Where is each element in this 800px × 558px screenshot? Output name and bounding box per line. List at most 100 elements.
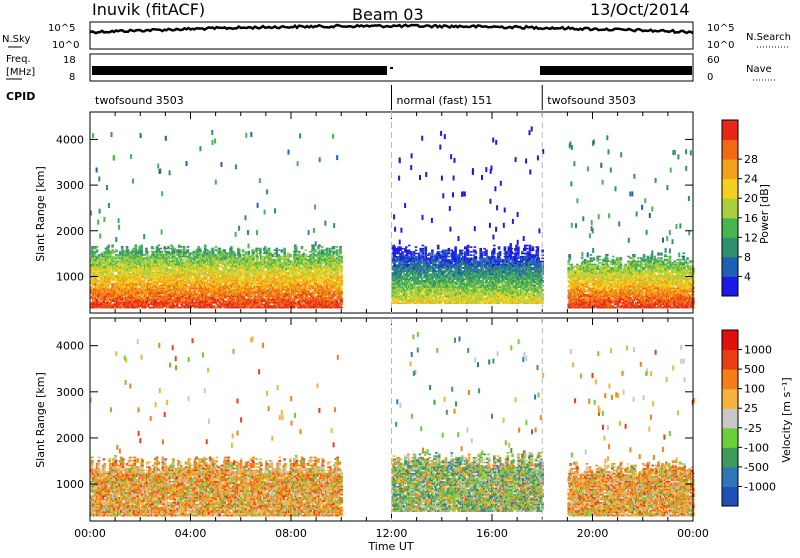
range-gate-cell: [273, 299, 276, 301]
range-gate-cell: [152, 251, 155, 253]
range-gate-cell: [259, 251, 262, 253]
range-gate-cell: [135, 262, 138, 264]
range-gate-cell: [206, 281, 209, 283]
range-gate-cell: [163, 246, 166, 248]
cpid-label: CPID: [6, 90, 35, 103]
range-gate-cell: [253, 275, 256, 277]
range-gate-cell: [180, 307, 183, 309]
range-gate-cell: [256, 248, 259, 250]
range-gate-cell: [253, 305, 256, 307]
range-gate-cell: [259, 262, 262, 264]
range-gate-cell: [187, 246, 190, 248]
range-gate-cell: [181, 272, 184, 274]
range-gate-cell: [276, 278, 279, 280]
range-gate-cell: [129, 284, 132, 286]
range-gate-cell: [158, 245, 161, 247]
range-gate-cell: [198, 284, 201, 286]
range-gate-cell: [243, 292, 246, 294]
range-gate-cell: [107, 246, 110, 248]
range-gate-cell: [259, 253, 262, 255]
range-gate-cell: [163, 284, 166, 286]
range-gate-cell: [141, 294, 144, 296]
range-gate-cell: [135, 286, 138, 288]
range-gate-cell: [186, 262, 189, 264]
range-gate-cell: [157, 254, 160, 256]
range-gate-cell: [248, 254, 251, 256]
range-gate-cell: [232, 297, 235, 299]
range-gate-cell: [146, 262, 149, 264]
range-gate-cell: [121, 299, 124, 301]
range-gate-cell: [223, 251, 226, 253]
range-gate-cell: [181, 261, 184, 263]
range-gate-cell: [115, 259, 118, 261]
range-gate-cell: [94, 248, 97, 250]
range-gate-cell: [106, 262, 109, 264]
range-gate-cell: [102, 257, 105, 259]
range-gate-cell: [205, 265, 208, 267]
range-gate-cell: [138, 275, 141, 277]
cpid-segment-label: twofsound 3503: [547, 94, 636, 107]
range-gate-cell: [251, 267, 254, 269]
range-gate-cell: [129, 280, 132, 282]
range-gate-cell: [159, 265, 162, 267]
range-gate-cell: [140, 245, 143, 247]
range-gate-cell: [238, 249, 241, 251]
range-gate-cell: [230, 246, 233, 248]
range-gate-cell: [265, 265, 268, 267]
range-gate-cell: [270, 284, 273, 286]
range-gate-cell: [220, 265, 223, 267]
range-gate-cell: [268, 251, 271, 253]
range-gate-cell: [149, 259, 152, 261]
range-gate-cell: [255, 254, 258, 256]
range-gate-cell: [255, 251, 258, 253]
range-gate-cell: [256, 256, 259, 258]
range-gate-cell: [176, 305, 179, 307]
range-gate-cell: [219, 300, 222, 302]
range-gate-cell: [150, 302, 153, 304]
range-gate-cell: [154, 299, 157, 301]
range-gate-cell: [187, 307, 190, 309]
range-gate-cell: [185, 254, 188, 256]
range-gate-cell: [212, 249, 215, 251]
range-gate-cell: [156, 283, 159, 285]
range-gate-cell: [199, 251, 202, 253]
range-gate-cell: [242, 251, 245, 253]
range-gate-cell: [230, 249, 233, 251]
range-gate-cell: [146, 251, 149, 253]
range-gate-cell: [189, 289, 192, 291]
range-gate-cell: [141, 264, 144, 266]
range-gate-cell: [134, 304, 137, 306]
range-gate-cell: [185, 281, 188, 283]
range-gate-cell: [194, 284, 197, 286]
range-gate-cell: [264, 259, 267, 261]
range-gate-cell: [245, 264, 248, 266]
range-gate-cell: [228, 294, 231, 296]
range-gate-cell: [94, 283, 97, 285]
range-gate-cell: [256, 249, 259, 251]
range-gate-cell: [135, 245, 138, 247]
range-gate-cell: [94, 292, 97, 294]
range-gate-cell: [195, 289, 198, 291]
range-gate-cell: [278, 288, 281, 290]
range-gate-cell: [146, 302, 149, 304]
range-gate-cell: [273, 277, 276, 279]
range-gate-cell: [221, 299, 224, 301]
range-gate-cell: [122, 251, 125, 253]
range-gate-cell: [208, 254, 211, 256]
range-gate-cell: [198, 275, 201, 277]
range-gate-cell: [206, 249, 209, 251]
range-gate-cell: [221, 261, 224, 263]
range-gate-cell: [121, 248, 124, 250]
range-gate-cell: [145, 277, 148, 279]
nave-tick-high: 60: [707, 55, 720, 66]
range-gate-cell: [173, 249, 176, 251]
range-gate-cell: [199, 249, 202, 251]
range-gate-cell: [262, 292, 265, 294]
range-gate-cell: [173, 256, 176, 258]
range-gate-cell: [101, 277, 104, 279]
range-gate-cell: [95, 259, 98, 261]
range-gate-cell: [241, 261, 244, 263]
range-gate-cell: [225, 283, 228, 285]
range-gate-cell: [192, 257, 195, 259]
